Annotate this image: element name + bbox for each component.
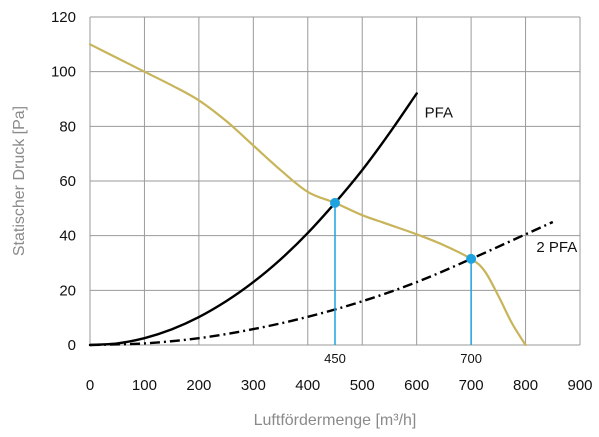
operating-point-label: 700 bbox=[460, 351, 482, 366]
x-axis-title: Luftfördermenge [m³/h] bbox=[254, 412, 417, 429]
series-line-pfa bbox=[88, 92, 418, 347]
x-tick-label: 800 bbox=[513, 377, 538, 394]
x-tick-label: 700 bbox=[459, 377, 484, 394]
operating-point-label: 450 bbox=[324, 351, 346, 366]
series-line-pfa2 bbox=[89, 220, 554, 347]
x-tick-label: 100 bbox=[132, 377, 157, 394]
operating-point-lines bbox=[334, 202, 472, 345]
operating-points: 450 700 bbox=[324, 197, 482, 366]
y-tick-label: 0 bbox=[68, 337, 76, 354]
x-tick-label: 400 bbox=[295, 377, 320, 394]
operating-point-marker bbox=[466, 253, 477, 264]
operating-point-marker bbox=[330, 197, 340, 208]
series-layer bbox=[88, 43, 554, 347]
y-tick-label: 120 bbox=[51, 9, 76, 26]
y-tick-label: 80 bbox=[59, 118, 76, 135]
tick-labels: 0 100 200 300 400 500 600 700 800 900 0 20 40 60 80 100… bbox=[51, 9, 593, 394]
series-labels: PFA 2 PFA bbox=[425, 105, 578, 256]
y-tick-label: 40 bbox=[59, 228, 76, 245]
x-tick-label: 900 bbox=[567, 377, 592, 394]
x-tick-label: 600 bbox=[404, 377, 429, 394]
series-label-pfa2: 2 PFA bbox=[536, 239, 577, 256]
x-tick-label: 0 bbox=[86, 377, 94, 394]
y-axis-title: Statischer Druck [Pa] bbox=[11, 106, 28, 256]
x-tick-label: 200 bbox=[186, 377, 211, 394]
x-tick-label: 500 bbox=[350, 377, 375, 394]
y-tick-label: 20 bbox=[59, 282, 76, 299]
y-tick-label: 100 bbox=[51, 64, 76, 81]
x-tick-label: 300 bbox=[241, 377, 266, 394]
series-label-pfa: PFA bbox=[425, 105, 453, 122]
y-tick-label: 60 bbox=[59, 173, 76, 190]
